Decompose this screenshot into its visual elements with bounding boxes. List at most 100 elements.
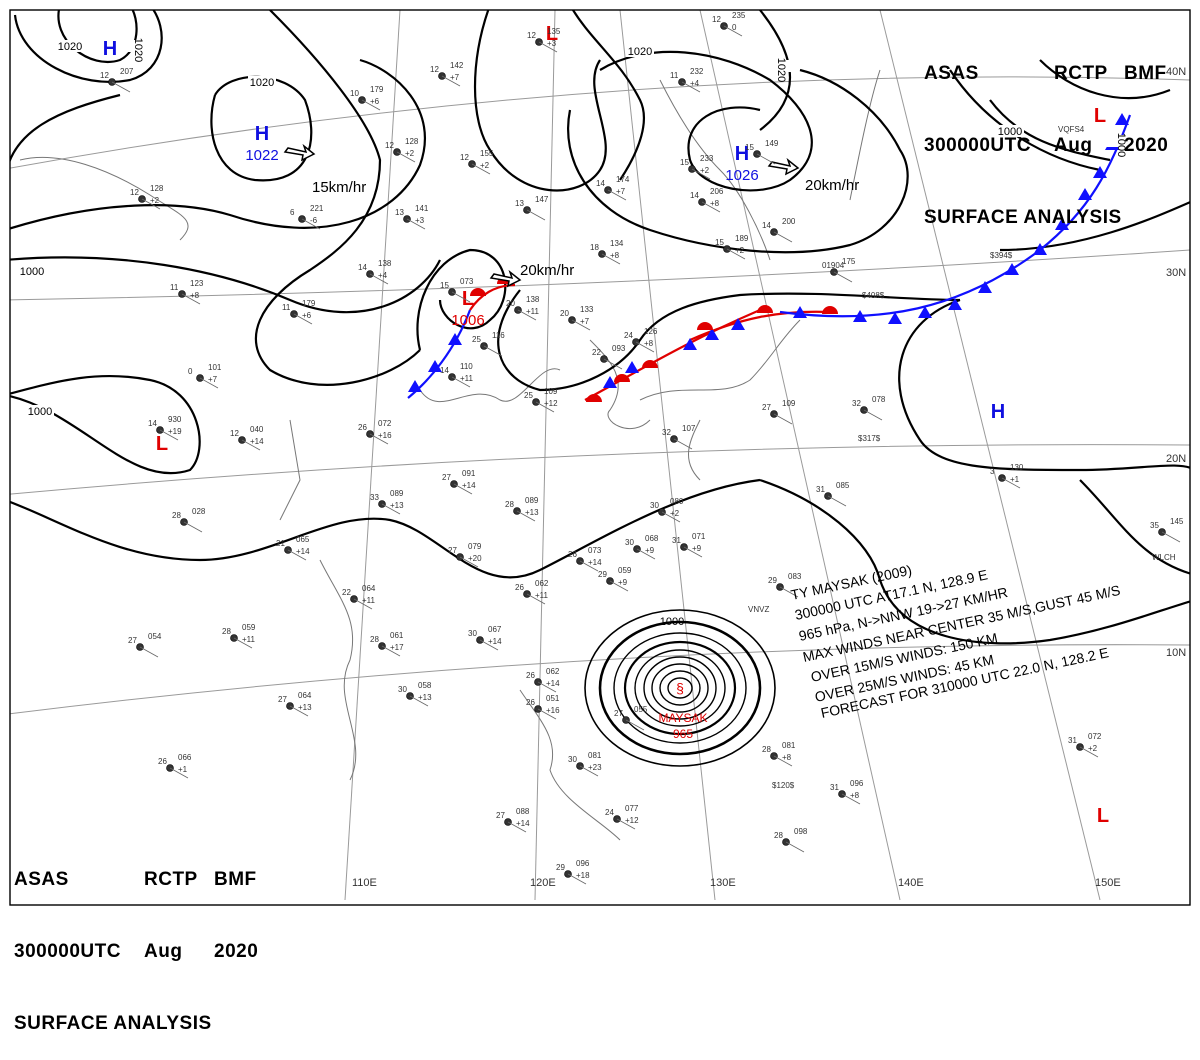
station-plot: 24 126 +8	[624, 327, 658, 353]
station-pressure: 068	[645, 534, 659, 543]
station-temperature: 32	[852, 399, 861, 408]
station-plot: 28 081 +8	[762, 741, 796, 767]
station-pressure: 107	[682, 424, 696, 433]
station-temperature: 12	[527, 31, 536, 40]
station-plot: 26 062 +14	[526, 667, 560, 693]
station-plot: 27 109	[762, 399, 796, 425]
station-pressure: 055	[634, 705, 648, 714]
station-temperature: 27	[614, 709, 623, 718]
center-pressure: 1026	[725, 167, 758, 184]
station-pressure: 233	[700, 154, 714, 163]
station-pressure: 138	[378, 259, 392, 268]
high-pressure-icon: H	[103, 38, 117, 60]
station-tendency: +3	[547, 39, 557, 48]
cold-front-icon	[1005, 263, 1019, 275]
station-pressure: 054	[148, 632, 162, 641]
station-plot: 27 079 +20	[448, 542, 482, 568]
station-tendency: +4	[378, 271, 388, 280]
station-plot: 15 189 +2	[715, 234, 749, 260]
station-tendency: +13	[418, 693, 432, 702]
station-temperature: 12	[460, 153, 469, 162]
isobar-label: 1020	[132, 38, 144, 62]
station-pressure: 058	[418, 681, 432, 690]
station-temperature: 28	[222, 627, 231, 636]
station-tendency: +2	[1088, 744, 1098, 753]
station-tendency: +14	[516, 819, 530, 828]
station-tendency: +6	[370, 97, 380, 106]
longitude-label: 150E	[1095, 877, 1121, 889]
station-pressure: 206	[710, 187, 724, 196]
station-plot: 28 098	[774, 827, 808, 853]
station-id: $317$	[858, 434, 881, 443]
station-plot: 25 116	[472, 331, 505, 357]
map-header-bottom: ASAS RCTP BMF 300000UTC Aug 2020 SURFACE ANA…	[14, 820, 258, 1060]
station-plot: 28 061 +17	[370, 631, 404, 657]
isobar-label: 1020	[58, 41, 82, 53]
station-tendency: +23	[588, 763, 602, 772]
cold-front-icon	[978, 281, 992, 293]
station-tendency: +7	[580, 317, 590, 326]
footer-office: BMF	[214, 869, 257, 890]
warm-front-icon	[586, 394, 602, 402]
station-plot: 13 141 +3	[395, 204, 429, 230]
station-plot: 25 109 +12	[524, 387, 558, 413]
station-pressure: 235	[732, 11, 746, 20]
station-pressure: 126	[644, 327, 658, 336]
station-tendency: +1	[178, 765, 188, 774]
station-pressure: 135	[547, 27, 561, 36]
station-plot: 30 068 +9	[625, 534, 659, 560]
station-tendency: 0	[732, 23, 737, 32]
station-plot: 26 051 +16	[526, 694, 560, 720]
station-plot: 27 064 +13	[278, 691, 312, 717]
station-tendency: +2	[150, 196, 160, 205]
station-temperature: 26	[358, 423, 367, 432]
station-temperature: 28	[505, 500, 514, 509]
station-plot: 6 221 -6	[290, 204, 324, 230]
station-pressure: 067	[488, 625, 502, 634]
station-temperature: 12	[230, 429, 239, 438]
station-temperature: 24	[624, 331, 633, 340]
warm-front-icon	[822, 306, 838, 314]
station-pressure: 128	[150, 184, 164, 193]
footer-time: 300000UTC	[14, 941, 121, 962]
station-pressure: 093	[612, 344, 626, 353]
station-pressure: 089	[525, 496, 539, 505]
station-plot: 24 077 +12	[605, 804, 639, 830]
longitude-label: 120E	[530, 877, 556, 889]
station-temperature: 27	[442, 473, 451, 482]
station-tendency: +13	[390, 501, 404, 510]
motion-speed-label: 20km/hr	[805, 177, 859, 194]
station-temperature: 20	[560, 309, 569, 318]
warm-front-icon	[614, 374, 630, 382]
station-plot: 32 078	[852, 395, 886, 421]
station-plot: 31 072 +2	[1068, 732, 1102, 758]
station-tendency: +16	[546, 706, 560, 715]
longitude-label: 110E	[352, 877, 377, 889]
isobar-label: 1020	[775, 58, 787, 82]
latitude-label: 20N	[1166, 453, 1186, 465]
station-temperature: 29	[556, 863, 565, 872]
station-plot: 12 142 +7	[430, 61, 464, 87]
station-pressure: 059	[242, 623, 256, 632]
station-temperature: 26	[526, 698, 535, 707]
typhoon-rings	[584, 609, 776, 767]
header-agency: ASAS	[924, 63, 979, 84]
station-pressure: 073	[460, 277, 474, 286]
station-pressure: 028	[192, 507, 206, 516]
station-tendency: +7	[616, 187, 626, 196]
station-pressure: 141	[415, 204, 429, 213]
station-tendency: +8	[850, 791, 860, 800]
station-plot: 27 055	[614, 705, 648, 731]
footer-month: Aug	[144, 941, 183, 962]
coastlines	[19, 69, 881, 841]
station-tendency: +14	[588, 558, 602, 567]
cold-front-icon	[683, 338, 697, 350]
isobar-label: 1000	[20, 266, 44, 278]
warm-front-icon	[642, 360, 658, 368]
station-pressure: 073	[588, 546, 602, 555]
station-pressure: 062	[546, 667, 560, 676]
station-plot: 30 058 +13	[398, 681, 432, 707]
station-pressure: 930	[168, 415, 182, 424]
station-pressure: 096	[850, 779, 864, 788]
station-pressure: 098	[794, 827, 808, 836]
